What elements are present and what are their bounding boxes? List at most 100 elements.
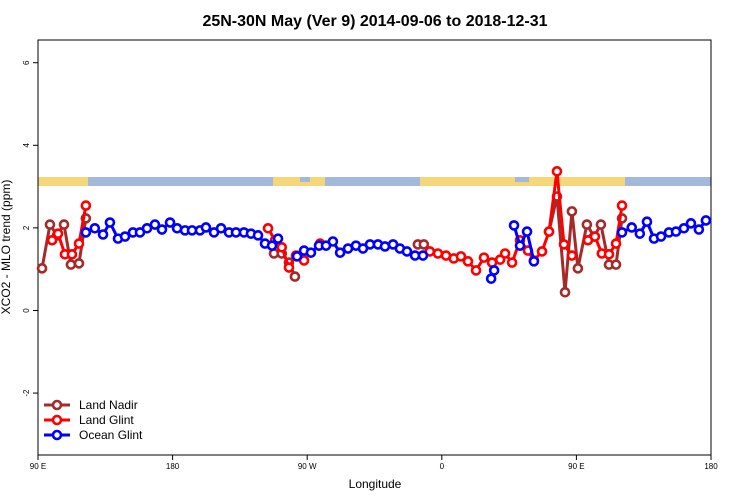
data-point bbox=[52, 228, 64, 239]
data-point bbox=[506, 257, 518, 268]
x-tick-label: 90 E bbox=[30, 462, 46, 471]
data-point bbox=[379, 241, 391, 252]
data-point bbox=[610, 259, 622, 270]
data-point bbox=[478, 252, 490, 263]
chart-title: 25N-30N May (Ver 9) 2014-09-06 to 2018-1… bbox=[202, 13, 547, 30]
x-tick-label: 0 bbox=[440, 462, 445, 471]
data-point bbox=[334, 247, 346, 258]
map-strip-land bbox=[273, 177, 325, 186]
data-point bbox=[46, 234, 58, 246]
legend-label: Land Nadir bbox=[79, 398, 138, 412]
data-point bbox=[536, 246, 548, 257]
data-point bbox=[572, 263, 584, 274]
data-point bbox=[455, 251, 467, 262]
data-point bbox=[418, 239, 430, 250]
data-point bbox=[641, 216, 653, 227]
data-point bbox=[589, 231, 601, 242]
data-point bbox=[252, 230, 264, 241]
data-point bbox=[616, 227, 628, 238]
data-point bbox=[566, 206, 578, 217]
data-point bbox=[610, 238, 622, 249]
plot-frame bbox=[37, 39, 712, 456]
data-point bbox=[80, 200, 92, 211]
legend-marker bbox=[51, 414, 63, 426]
x-tick-label: 90 E bbox=[568, 462, 584, 471]
data-point bbox=[401, 246, 413, 257]
map-strip-land bbox=[38, 177, 88, 186]
data-point bbox=[119, 231, 131, 242]
data-point bbox=[521, 226, 533, 237]
data-point bbox=[514, 240, 526, 251]
data-point bbox=[499, 248, 511, 259]
data-point bbox=[305, 247, 317, 258]
data-point bbox=[164, 217, 176, 228]
data-point bbox=[97, 229, 109, 240]
y-tick-label: 6 bbox=[22, 60, 31, 65]
data-point bbox=[200, 222, 212, 233]
data-point bbox=[626, 222, 638, 233]
data-point bbox=[566, 250, 578, 261]
data-point bbox=[262, 222, 274, 234]
data-point bbox=[141, 222, 153, 234]
data-point bbox=[678, 222, 690, 234]
data-point bbox=[73, 258, 85, 269]
data-point bbox=[528, 256, 540, 267]
map-strip-ocean bbox=[515, 177, 529, 182]
data-point bbox=[104, 217, 116, 228]
map-strip-ocean bbox=[300, 177, 310, 182]
data-point bbox=[156, 224, 168, 235]
x-tick-label: 90 W bbox=[298, 462, 317, 471]
data-point bbox=[470, 265, 482, 276]
data-point bbox=[327, 236, 339, 247]
data-point bbox=[634, 228, 646, 239]
data-point bbox=[73, 238, 85, 249]
map-strip-ocean bbox=[38, 177, 711, 186]
data-point bbox=[65, 259, 77, 270]
legend-marker bbox=[51, 429, 63, 441]
data-point bbox=[89, 222, 101, 234]
data-point bbox=[558, 239, 570, 250]
data-point bbox=[543, 226, 555, 237]
legend-label: Land Glint bbox=[79, 413, 134, 427]
data-point bbox=[272, 233, 284, 244]
data-point bbox=[149, 219, 161, 230]
x-tick-label: 180 bbox=[704, 462, 718, 471]
data-point bbox=[508, 220, 520, 231]
data-point bbox=[616, 200, 628, 211]
data-point bbox=[700, 215, 712, 226]
data-point bbox=[595, 219, 607, 230]
y-tick-label: 0 bbox=[22, 308, 31, 313]
data-point bbox=[276, 241, 288, 253]
data-point bbox=[655, 231, 667, 242]
data-point bbox=[266, 240, 278, 251]
data-point bbox=[581, 219, 593, 230]
data-point bbox=[215, 222, 227, 234]
data-point bbox=[289, 271, 301, 282]
data-point bbox=[80, 227, 92, 238]
data-point bbox=[66, 249, 78, 260]
data-point bbox=[58, 219, 70, 230]
data-point bbox=[603, 249, 615, 260]
data-point bbox=[485, 273, 497, 284]
x-tick-label: 180 bbox=[166, 462, 180, 471]
data-point bbox=[36, 263, 48, 274]
data-point bbox=[488, 265, 500, 276]
legend-label: Ocean Glint bbox=[79, 428, 143, 442]
y-axis-label: XCO2 - MLO trend (ppm) bbox=[0, 180, 13, 315]
data-point bbox=[693, 224, 705, 235]
data-point bbox=[685, 218, 697, 229]
y-tick-label: 2 bbox=[22, 225, 31, 230]
data-point bbox=[462, 256, 474, 267]
data-point bbox=[559, 287, 571, 298]
data-point bbox=[283, 262, 295, 273]
x-axis-label: Longitude bbox=[349, 477, 402, 491]
y-tick-label: -2 bbox=[22, 389, 31, 397]
data-point bbox=[432, 248, 444, 259]
data-point bbox=[44, 219, 56, 230]
data-point bbox=[291, 251, 303, 262]
data-point bbox=[551, 166, 563, 177]
data-point bbox=[417, 250, 429, 261]
y-tick-label: 4 bbox=[22, 143, 31, 148]
